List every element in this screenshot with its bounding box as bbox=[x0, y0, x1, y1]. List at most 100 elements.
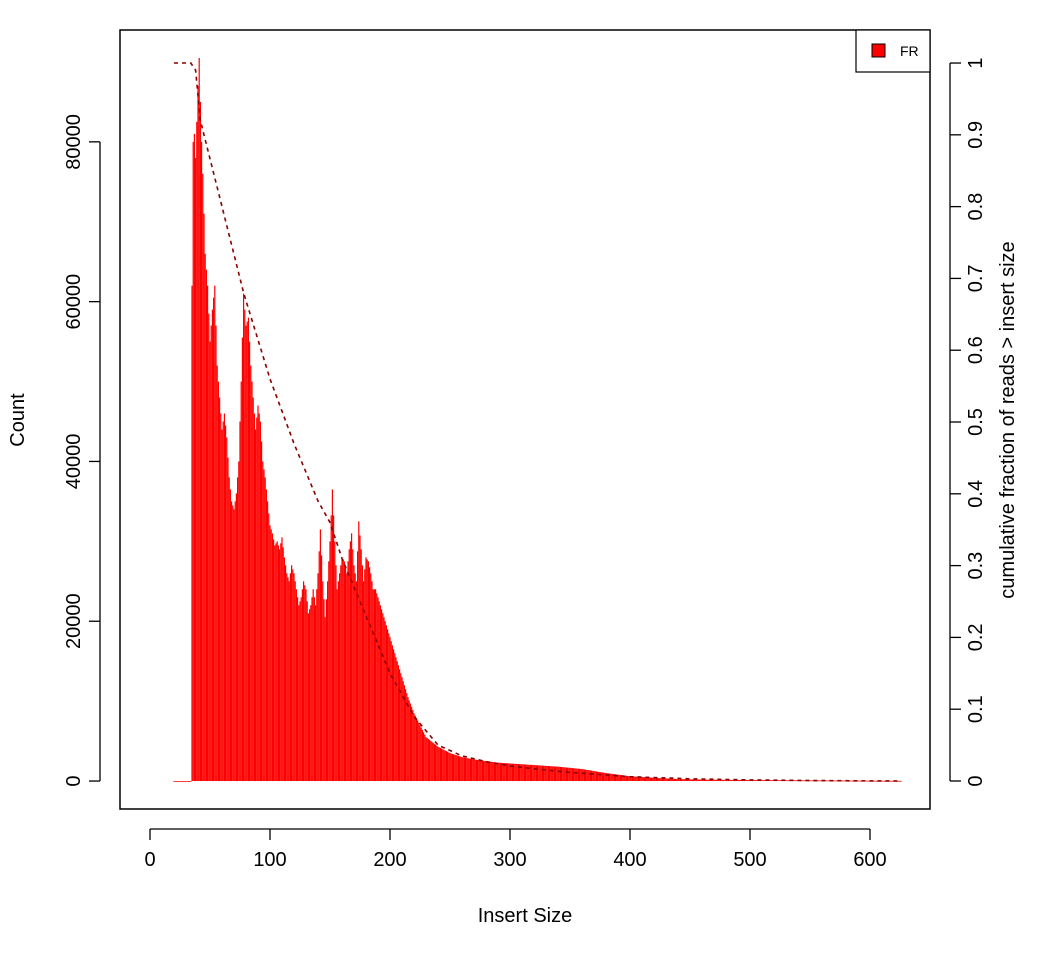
histogram-bar bbox=[693, 779, 695, 782]
histogram-bar bbox=[365, 557, 367, 782]
histogram-bar bbox=[586, 769, 588, 782]
histogram-bar bbox=[868, 780, 870, 782]
histogram-bar bbox=[705, 779, 707, 782]
histogram-bar bbox=[436, 745, 438, 782]
histogram-bar bbox=[257, 405, 259, 782]
histogram-bar bbox=[462, 757, 464, 782]
histogram-bar bbox=[295, 589, 297, 782]
y-tick-label: 40000 bbox=[63, 434, 85, 490]
histogram-bar bbox=[419, 725, 421, 782]
histogram-bar bbox=[600, 772, 602, 782]
histogram-bar bbox=[769, 780, 771, 782]
histogram-bar bbox=[437, 746, 439, 782]
histogram-bar bbox=[184, 781, 186, 782]
histogram-bar bbox=[671, 778, 673, 782]
histogram-bar bbox=[481, 760, 483, 782]
histogram-bar bbox=[209, 341, 211, 782]
histogram-bar bbox=[246, 321, 248, 782]
histogram-bar bbox=[255, 429, 257, 782]
histogram-bar bbox=[468, 758, 470, 782]
histogram-bar bbox=[423, 732, 425, 782]
histogram-bar bbox=[324, 617, 326, 782]
histogram-bar bbox=[199, 101, 201, 782]
histogram-bar bbox=[604, 772, 606, 782]
histogram-bar bbox=[726, 779, 728, 782]
histogram-bar bbox=[785, 780, 787, 782]
histogram-bar bbox=[724, 779, 726, 782]
histogram-bar bbox=[697, 779, 699, 782]
histogram-bar bbox=[730, 779, 732, 782]
histogram-bar bbox=[465, 757, 467, 782]
histogram-bar bbox=[227, 457, 229, 782]
histogram-bar bbox=[261, 441, 263, 782]
histogram-bar bbox=[594, 771, 596, 782]
histogram-bar bbox=[226, 437, 228, 782]
histogram-bar bbox=[186, 781, 188, 782]
histogram-bar bbox=[544, 765, 546, 782]
histogram-bar bbox=[683, 779, 685, 782]
histogram-bar bbox=[495, 762, 497, 782]
histogram-bar bbox=[249, 341, 251, 782]
histogram-bar bbox=[387, 629, 389, 782]
histogram-bar bbox=[442, 749, 444, 782]
histogram-bar bbox=[330, 515, 332, 782]
histogram-bar bbox=[672, 778, 674, 782]
histogram-bar bbox=[269, 525, 271, 782]
histogram-bar bbox=[747, 780, 749, 782]
histogram-bar bbox=[402, 681, 404, 782]
histogram-bar bbox=[803, 780, 805, 782]
histogram-bar bbox=[713, 779, 715, 782]
histogram-bar bbox=[245, 325, 247, 782]
histogram-bar bbox=[181, 781, 183, 782]
histogram-bar bbox=[235, 493, 237, 782]
histogram-bar bbox=[575, 768, 577, 782]
histogram-bar bbox=[285, 565, 287, 782]
histogram-bar bbox=[412, 709, 414, 782]
histogram-bar bbox=[321, 555, 323, 782]
histogram-bar bbox=[232, 505, 234, 782]
histogram-bar bbox=[563, 767, 565, 782]
histogram-bar bbox=[388, 633, 390, 782]
histogram-bar bbox=[174, 781, 176, 782]
histogram-bar bbox=[777, 780, 779, 782]
histogram-bar bbox=[577, 768, 579, 782]
histogram-bar bbox=[187, 781, 189, 782]
histogram-bar bbox=[305, 589, 307, 782]
histogram-bar bbox=[375, 589, 377, 782]
histogram-bar bbox=[874, 780, 876, 782]
histogram-bar bbox=[891, 780, 893, 782]
histogram-bar bbox=[413, 713, 415, 782]
histogram-bar bbox=[801, 780, 803, 782]
histogram-bar bbox=[606, 773, 608, 782]
histogram-bar bbox=[403, 685, 405, 782]
histogram-bar bbox=[771, 780, 773, 782]
histogram-bar bbox=[202, 173, 204, 782]
histogram-bar bbox=[663, 778, 665, 782]
histogram-bar bbox=[635, 776, 637, 782]
histogram-bar bbox=[573, 768, 575, 782]
y-axis-left: 0 20000 40000 60000 80000 bbox=[63, 114, 101, 787]
histogram-bar bbox=[485, 761, 487, 782]
histogram-bar bbox=[445, 751, 447, 782]
y2-tick-label: 0.7 bbox=[965, 264, 987, 292]
histogram-bar bbox=[310, 605, 312, 782]
histogram-bar bbox=[611, 773, 613, 782]
histogram-bar bbox=[215, 325, 217, 782]
histogram-bar bbox=[463, 757, 465, 782]
histogram-bar bbox=[473, 759, 475, 782]
x-tick-label: 200 bbox=[373, 849, 406, 871]
histogram-bar bbox=[732, 779, 734, 782]
histogram-bar bbox=[628, 776, 630, 782]
histogram-bar bbox=[609, 773, 611, 782]
histogram-bar bbox=[615, 774, 617, 782]
histogram-bar bbox=[359, 535, 361, 782]
histogram-bar bbox=[283, 557, 285, 782]
histogram-bar bbox=[357, 551, 359, 782]
x-axis: 0 100 200 300 400 500 600 bbox=[144, 828, 887, 871]
histogram-bar bbox=[379, 605, 381, 782]
histogram-bar bbox=[474, 759, 476, 782]
histogram-bar bbox=[755, 780, 757, 782]
histogram-bar bbox=[676, 778, 678, 782]
histogram-bar bbox=[298, 605, 300, 782]
histogram-bar bbox=[333, 515, 335, 782]
